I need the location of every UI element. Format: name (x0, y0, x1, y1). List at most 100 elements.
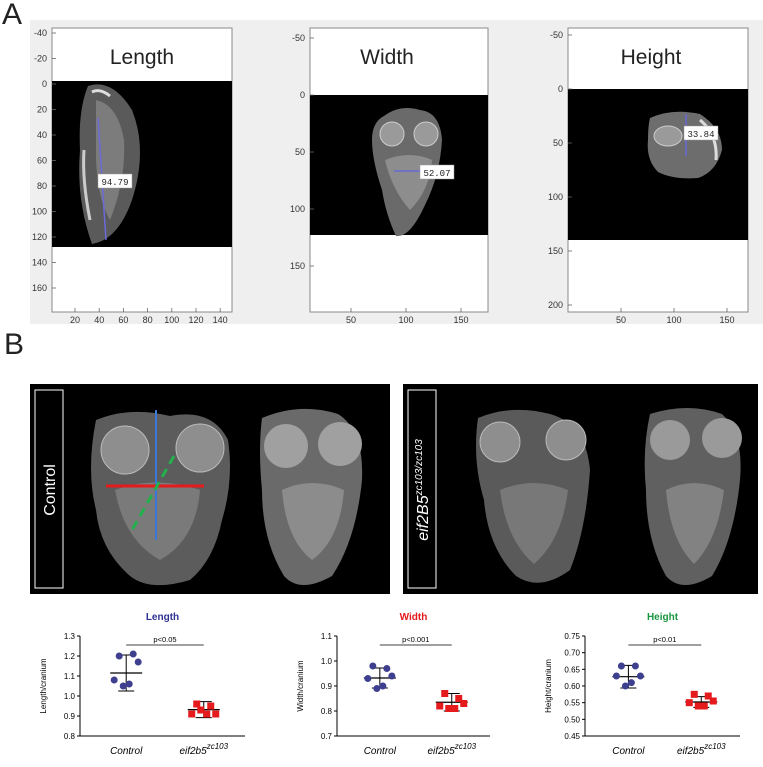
y-tick-label: 50 (553, 138, 563, 148)
y-tick-label: 0 (300, 90, 305, 100)
panel-a-label: A (2, 0, 23, 31)
y-tick-label: 140 (32, 258, 47, 268)
y-tick-label: 40 (37, 130, 47, 140)
data-point (115, 652, 123, 660)
measurement-box (97, 173, 133, 189)
y-tick-label: 0.65 (564, 665, 580, 674)
x-tick-label: 120 (188, 315, 203, 325)
y-tick-label: 150 (548, 246, 563, 256)
panel-b-images: Control eif2B5zc103/zc103 (30, 384, 758, 594)
y-tick-label: 0.8 (64, 732, 76, 741)
y-tick-label: 0.55 (564, 699, 580, 708)
data-point (193, 700, 201, 708)
data-point (203, 710, 211, 718)
x-tick-label: 100 (666, 315, 681, 325)
y-tick-label: -20 (34, 54, 47, 64)
y-tick-label: 0 (42, 79, 47, 89)
data-point (369, 662, 377, 670)
x-tick-label: 150 (453, 315, 468, 325)
y-tick-label: 100 (32, 207, 47, 217)
data-point (460, 700, 468, 707)
data-point (197, 706, 205, 714)
data-point (436, 702, 444, 710)
category-label: eif2b5zc103 (677, 742, 726, 757)
data-point (700, 702, 708, 710)
data-point (388, 672, 396, 680)
y-tick-label: -40 (34, 28, 47, 38)
y-axis-label: Length/cranium (39, 658, 48, 713)
y-tick-label: 1.1 (64, 672, 76, 681)
x-tick-label: 50 (616, 315, 626, 325)
category-label: Control (110, 746, 143, 757)
y-tick-label: 200 (548, 300, 563, 310)
data-point (631, 662, 639, 670)
data-point (441, 690, 449, 697)
plot-title: Length (110, 46, 174, 69)
chart-title: Width (400, 612, 428, 623)
data-point (685, 699, 693, 707)
data-point (451, 705, 459, 712)
mri-slice-length (52, 81, 232, 247)
height-slice-plot: 33.84 Height -50 0 50 100 150 200 50 100 150 (548, 27, 749, 325)
data-point (704, 692, 712, 700)
data-point (617, 662, 625, 670)
data-point (207, 702, 215, 710)
data-point (612, 672, 620, 680)
data-point (383, 665, 391, 672)
y-tick-label: 50 (295, 147, 305, 157)
measurement-value: 52.07 (423, 169, 450, 179)
panel-b-label: B (4, 328, 25, 361)
data-point (636, 672, 644, 680)
y-tick-label: 0.70 (564, 649, 580, 658)
mutant-label-frame (407, 389, 437, 589)
y-tick-label: 20 (37, 105, 47, 115)
plot-title: Height (621, 46, 682, 69)
data-point (690, 690, 698, 698)
y-axis-label: Width/cranium (296, 660, 305, 711)
category-label: Control (612, 746, 645, 757)
data-point (364, 675, 372, 682)
mutant-label: eif2B5zc103/zc103 (414, 439, 432, 541)
data-point (110, 676, 118, 684)
y-tick-label: 0.7 (321, 732, 333, 741)
data-point (455, 695, 463, 702)
x-tick-label: 150 (719, 315, 734, 325)
y-axis-label: Height/cranium (544, 659, 553, 713)
category-label: eif2b5zc103 (427, 742, 476, 757)
x-tick-label: 80 (143, 315, 153, 325)
y-tick-label: 0.9 (64, 712, 76, 721)
measurement-box (683, 125, 719, 141)
significance-label: p<0.001 (402, 635, 429, 644)
y-tick-label: -50 (292, 33, 305, 43)
y-tick-label: -50 (550, 30, 563, 40)
y-tick-label: 1.0 (321, 657, 333, 666)
length-chart: Length 0.8 0.9 1.0 1.1 1.2 1.3 Length/cranium Co… (39, 612, 245, 757)
height-chart: Height 0.45 0.50 0.55 0.60 0.65 0.70 0.75 Height… (544, 612, 740, 757)
data-point (694, 702, 702, 710)
category-label: Control (364, 746, 397, 757)
y-tick-label: 1.3 (64, 632, 76, 641)
x-tick-label: 140 (213, 315, 228, 325)
y-tick-label: 100 (290, 204, 305, 214)
control-label-frame (34, 389, 64, 589)
y-tick-label: 80 (37, 181, 47, 191)
data-point (129, 650, 137, 658)
y-tick-label: 120 (32, 232, 47, 242)
data-point (188, 710, 196, 718)
y-tick-label: 1.0 (64, 692, 76, 701)
data-point (373, 685, 381, 692)
y-tick-label: 160 (32, 283, 47, 293)
x-tick-label: 100 (398, 315, 413, 325)
x-tick-label: 40 (94, 315, 104, 325)
panel-a-plots: 94.79 Length -40 -20 0 20 40 60 80 100 120 140 160… (32, 27, 749, 325)
data-point (445, 705, 453, 712)
measurement-box (419, 164, 455, 180)
data-point (119, 682, 127, 690)
y-tick-label: 0.50 (564, 715, 580, 724)
width-slice-plot: 52.07 Width -50 0 50 100 150 50 100 150 (290, 27, 489, 325)
data-point (212, 710, 220, 718)
measurement-value: 94.79 (101, 178, 128, 188)
x-tick-label: 100 (164, 315, 179, 325)
y-tick-label: 1.2 (64, 652, 76, 661)
significance-label: p<0.01 (653, 635, 676, 644)
